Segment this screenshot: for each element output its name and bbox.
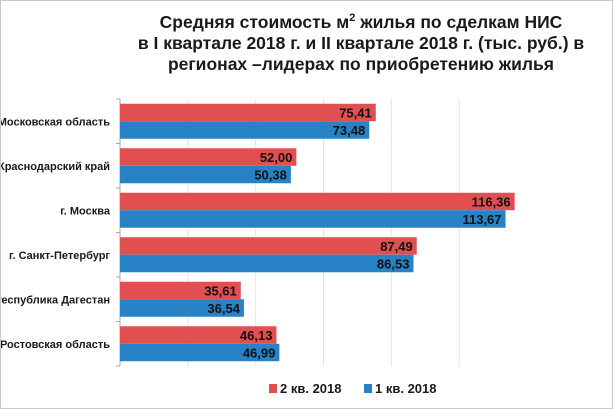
category-label: г. Санкт-Петербург: [9, 250, 110, 262]
legend-label: 1 кв. 2018: [375, 381, 436, 396]
category-label: Республика Дагестан: [1, 294, 110, 306]
data-label: 113,67: [462, 212, 501, 227]
title-line-2: в I квартале 2018 г. и II квартале 2018 …: [137, 32, 585, 53]
data-label: 50,38: [254, 167, 287, 182]
data-label: 52,00: [260, 150, 293, 165]
data-label: 73,48: [333, 123, 366, 138]
data-label: 116,36: [472, 194, 511, 209]
data-label: 46,13: [240, 328, 273, 343]
bar-q2: [120, 237, 417, 255]
data-label: 35,61: [204, 283, 237, 298]
bar-q1: [120, 165, 291, 184]
bar-q2: [120, 103, 376, 122]
legend-label: 2 кв. 2018: [280, 381, 341, 396]
bar-q1: [120, 343, 280, 362]
bar-q2: [120, 148, 297, 166]
bar-q2: [120, 192, 515, 211]
bar-q1: [120, 121, 370, 139]
data-label: 46,99: [243, 345, 276, 360]
legend-swatch: [364, 384, 372, 393]
category-label: Ростовская область: [1, 339, 110, 351]
legend-swatch: [269, 384, 277, 393]
title-text: жилья по сделкам НИС: [355, 11, 563, 32]
bar-q1: [120, 299, 244, 317]
category-label: г. Москва: [60, 205, 111, 217]
title-superscript: 2: [349, 12, 356, 24]
category-label: Московская область: [1, 116, 110, 128]
data-label: 86,53: [377, 256, 410, 271]
bar-q2: [120, 326, 277, 344]
category-label: Краснодарский край: [1, 161, 110, 173]
bar-q2: [120, 281, 241, 300]
data-label: 75,41: [339, 105, 372, 120]
title-text: Средняя стоимость м: [159, 11, 350, 32]
chart-title: Средняя стоимость м2 жилья по сделкам НИ…: [111, 8, 611, 75]
data-label: 36,54: [207, 301, 240, 316]
bar-q1: [120, 254, 414, 273]
bar-q1: [120, 210, 506, 228]
title-line-3: регионах –лидерах по приобретению жилья: [167, 53, 555, 74]
data-label: 87,49: [380, 239, 413, 254]
